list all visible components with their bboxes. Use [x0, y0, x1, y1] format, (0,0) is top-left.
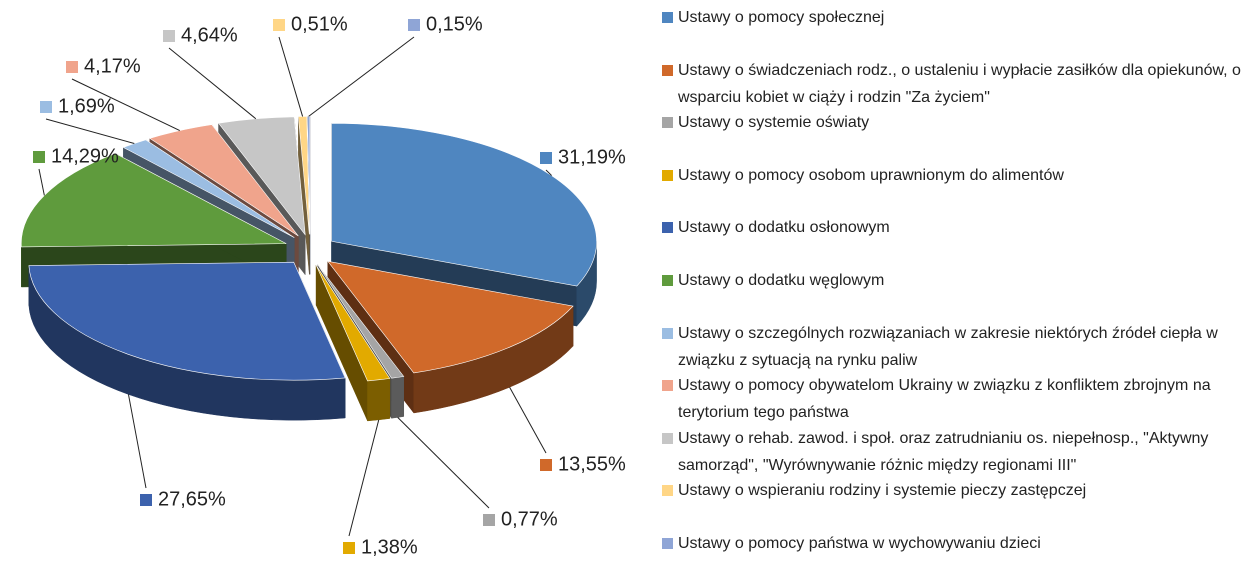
data-label: 13,55%: [558, 453, 626, 475]
leader-line: [348, 419, 380, 537]
label-key: [66, 61, 78, 73]
legend-key: [662, 275, 673, 286]
label-key: [408, 19, 420, 31]
legend-label: Ustawy o rehab. zawod. i społ. oraz zatr…: [678, 429, 1209, 474]
legend-key: [662, 64, 673, 76]
label-key: [343, 542, 355, 554]
legend-item: Ustawy o dodatku osłonowym: [662, 214, 1254, 241]
label-key: [540, 152, 552, 164]
data-label: 1,38%: [361, 536, 418, 558]
slice: [315, 264, 391, 382]
slice: [28, 261, 346, 381]
legend-label: Ustawy o świadczeniach rodz., o ustaleni…: [678, 61, 1241, 106]
legend-item: Ustawy o wspieraniu rodziny i systemie p…: [662, 477, 1254, 504]
slice: [21, 153, 287, 248]
slice: [298, 116, 310, 235]
legend-item: Ustawy o świadczeniach rodz., o ustaleni…: [662, 57, 1254, 111]
legend-item: Ustawy o pomocy osobom uprawnionym do al…: [662, 162, 1254, 189]
legend-item: Ustawy o pomocy obywatelom Ukrainy w zwi…: [662, 372, 1254, 426]
data-label: 4,64%: [181, 24, 238, 46]
label-key: [40, 101, 52, 113]
legend-item: Ustawy o systemie oświaty: [662, 109, 1254, 136]
legend-label: Ustawy o pomocy obywatelom Ukrainy w zwi…: [678, 377, 1211, 422]
legend-label: Ustawy o pomocy państwa w wychowywaniu d…: [678, 535, 1041, 552]
legend-key: [662, 432, 673, 444]
data-label: 1,69%: [58, 95, 115, 117]
legend-item: Ustawy o szczególnych rozwiązaniach w za…: [662, 320, 1254, 374]
slice: [327, 260, 574, 374]
label-key: [483, 514, 495, 526]
leader-line: [45, 118, 135, 144]
legend-label: Ustawy o pomocy osobom uprawnionym do al…: [678, 166, 1064, 184]
legend-label: Ustawy o dodatku węglowym: [678, 272, 885, 289]
label-key: [540, 459, 552, 471]
leader-line: [71, 78, 180, 131]
legend-label: Ustawy o szczególnych rozwiązaniach w za…: [678, 324, 1218, 369]
legend-item: Ustawy o pomocy społecznej: [662, 4, 1254, 31]
legend-key: [662, 485, 673, 497]
legend-key: [662, 117, 673, 129]
data-label: 0,77%: [501, 508, 558, 530]
slice: [317, 264, 405, 379]
leader-line: [127, 394, 147, 489]
leader-line: [397, 417, 490, 509]
legend-key: [662, 169, 673, 181]
pie-area: 31,19% 13,55% 0,77% 1,38% 27,65% 14,29% 1,69% 4…: [21, 13, 626, 558]
label-key: [140, 494, 152, 506]
leader-line: [545, 169, 553, 176]
label-key: [163, 30, 175, 42]
slice-wall: [391, 376, 405, 419]
data-label: 27,65%: [158, 488, 226, 510]
legend-label: Ustawy o systemie oświaty: [678, 114, 870, 132]
legend-key: [662, 538, 673, 549]
data-label: 0,15%: [426, 13, 483, 35]
data-label: 14,29%: [51, 145, 119, 167]
legend-key: [662, 327, 673, 339]
legend-item: Ustawy o pomocy państwa w wychowywaniu d…: [662, 530, 1254, 557]
leader-line: [278, 36, 304, 117]
label-key: [33, 151, 45, 163]
leader-line: [308, 36, 415, 117]
label-key: [273, 19, 285, 31]
legend-label: Ustawy o dodatku osłonowym: [678, 219, 890, 237]
leader-line: [38, 168, 45, 196]
leader-line: [168, 47, 257, 120]
legend-key: [662, 380, 673, 392]
legend-label: Ustawy o wspieraniu rodziny i systemie p…: [678, 482, 1087, 500]
data-label: 0,51%: [291, 13, 348, 35]
data-label: 31,19%: [558, 146, 626, 168]
leader-line: [509, 386, 547, 454]
legend-label: Ustawy o pomocy społecznej: [678, 9, 885, 26]
slice-wall: [367, 378, 391, 422]
data-label: 4,17%: [84, 55, 141, 77]
legend-item: Ustawy o rehab. zawod. i społ. oraz zatr…: [662, 425, 1254, 479]
legend-key: [662, 12, 673, 23]
legend-item: Ustawy o dodatku węglowym: [662, 267, 1254, 294]
legend-key: [662, 222, 673, 234]
